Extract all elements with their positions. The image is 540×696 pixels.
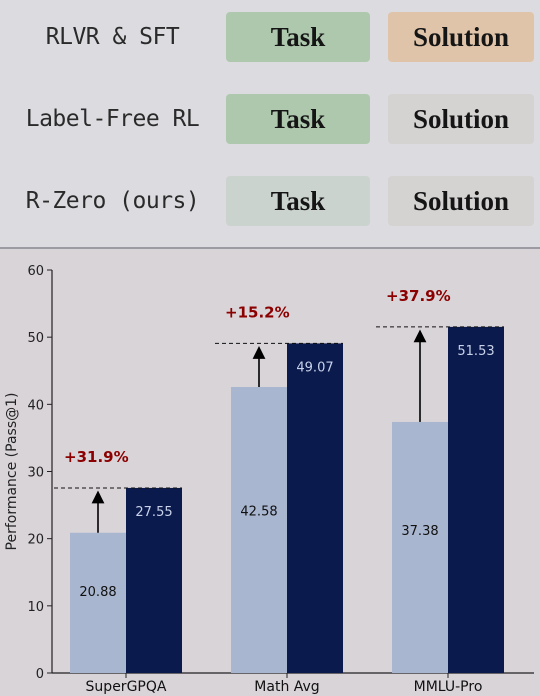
plot-area: 0 10 20 30 40 50 60 Performance (Pass@1) SuperGP…	[4, 264, 534, 695]
x-tick-label: SuperGPQA	[86, 679, 167, 695]
y-axis-label: Performance (Pass@1)	[4, 393, 20, 551]
panel-divider	[0, 247, 540, 249]
task-pill-label-free-rl: Task	[226, 94, 370, 144]
method-comparison-panel: RLVR & SFT Task Solution Label-Free RL T…	[0, 0, 540, 247]
bar-r-zero	[287, 343, 343, 673]
data-label-r-zero: 51.53	[457, 344, 494, 359]
data-label-baseline: 42.58	[240, 505, 277, 520]
task-pill-r-zero: Task	[226, 176, 370, 226]
row-label-rlvr-sft: RLVR & SFT	[45, 24, 180, 50]
task-pill-rlvr-sft: Task	[226, 12, 370, 62]
performance-bar-chart: 0 10 20 30 40 50 60 Performance (Pass@1) SuperGP…	[4, 264, 534, 695]
y-tick-label: 60	[27, 264, 44, 279]
y-tick-label: 10	[27, 600, 44, 615]
row-label-label-free-rl: Label-Free RL	[25, 106, 200, 132]
bar-r-zero	[448, 326, 504, 673]
y-tick-label: 0	[36, 667, 44, 682]
x-tick-label: MMLU-Pro	[414, 679, 483, 695]
data-label-r-zero: 49.07	[296, 360, 333, 375]
data-label-r-zero: 27.55	[135, 505, 172, 520]
bar-baseline	[231, 387, 287, 673]
y-tick-label: 50	[27, 331, 44, 346]
data-label-baseline: 20.88	[79, 585, 116, 600]
improvement-annotation: +31.9%	[64, 448, 129, 466]
x-tick-label: Math Avg	[254, 679, 319, 695]
y-tick-label: 40	[27, 398, 44, 413]
row-label-r-zero: R-Zero (ours)	[25, 188, 200, 214]
y-tick-label: 20	[27, 533, 44, 548]
bar-baseline	[392, 421, 448, 673]
bar-baseline	[70, 532, 126, 673]
improvement-annotation: +37.9%	[386, 287, 451, 305]
improvement-annotation: +15.2%	[225, 303, 290, 321]
bar-r-zero	[126, 487, 182, 673]
data-label-baseline: 37.38	[401, 524, 438, 539]
y-tick-label: 30	[27, 466, 44, 481]
solution-pill-label-free-rl: Solution	[388, 94, 534, 144]
solution-pill-rlvr-sft: Solution	[388, 12, 534, 62]
solution-pill-r-zero: Solution	[388, 176, 534, 226]
